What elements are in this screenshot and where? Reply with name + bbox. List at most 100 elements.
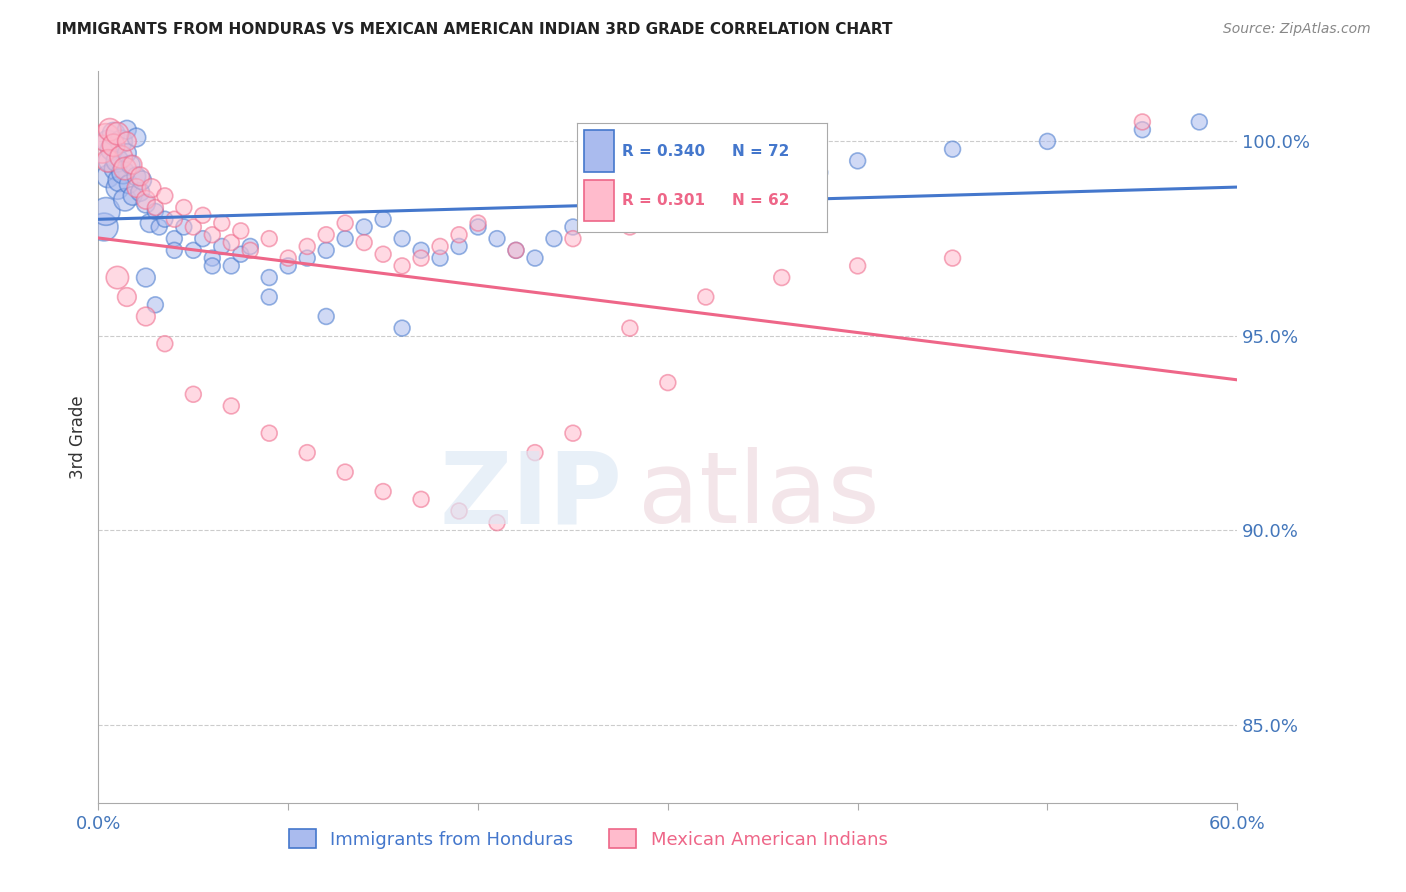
Point [239,239,262,253]
Point [752,173,775,187]
Point [108,173,131,187]
Point [93,219,115,234]
Text: ZIP: ZIP [440,447,623,544]
Point [97,153,120,168]
Point [297,251,319,265]
Point [1188,115,1211,129]
Point [153,189,176,203]
Point [221,259,243,273]
Point [211,239,233,253]
Point [97,135,120,149]
Point [259,426,281,441]
Point [115,122,138,136]
Point [94,130,117,145]
Point [486,232,509,246]
Point [846,153,869,168]
Point [191,208,214,222]
Point [114,193,136,207]
Point [297,445,319,459]
Point [447,227,470,242]
Point [846,259,869,273]
Point [173,201,195,215]
Point [429,239,451,253]
Point [131,173,153,187]
Point [942,142,965,156]
Point [135,310,157,324]
Point [391,321,413,335]
Point [562,232,585,246]
Point [141,181,163,195]
Point [411,244,433,258]
Point [505,244,527,258]
Point [201,259,224,273]
Point [315,227,337,242]
Point [1036,135,1059,149]
Point [467,216,489,230]
Point [201,251,224,265]
Text: atlas: atlas [638,447,880,544]
Point [315,310,337,324]
Point [259,232,281,246]
Point [183,387,205,401]
Point [107,270,129,285]
Point [145,204,167,219]
Point [1132,115,1154,129]
Point [104,161,127,176]
Point [221,399,243,413]
Point [191,232,214,246]
Point [391,259,413,273]
Point [110,135,132,149]
Point [183,244,205,258]
Point [315,244,337,258]
Point [115,290,138,304]
Point [657,193,679,207]
Point [121,189,143,203]
Point [335,465,357,479]
Point [371,247,394,261]
Point [524,251,547,265]
Point [138,216,160,230]
Point [135,196,157,211]
Point [239,244,262,258]
Point [173,219,195,234]
Point [135,193,157,207]
Point [115,146,138,161]
Point [107,153,129,168]
Point [114,161,136,176]
Point [619,204,641,219]
Point [371,484,394,499]
Point [657,376,679,390]
Point [125,169,148,184]
Point [183,219,205,234]
Point [695,181,717,195]
Point [97,169,120,184]
Point [163,232,186,246]
Point [411,251,433,265]
Point [411,492,433,507]
Point [163,244,186,258]
Point [201,227,224,242]
Point [129,185,152,199]
Point [581,212,603,227]
Point [770,270,793,285]
Point [145,201,167,215]
Point [259,290,281,304]
Point [110,150,132,164]
Point [120,158,142,172]
Point [353,219,375,234]
Point [619,321,641,335]
Point [447,504,470,518]
Point [107,127,129,141]
Point [118,177,141,191]
Point [259,270,281,285]
Point [335,232,357,246]
Point [447,239,470,253]
Point [125,181,148,195]
Point [145,298,167,312]
Point [163,212,186,227]
Point [211,216,233,230]
Point [524,445,547,459]
Y-axis label: 3rd Grade: 3rd Grade [69,395,87,479]
Point [103,127,125,141]
Point [619,219,641,234]
